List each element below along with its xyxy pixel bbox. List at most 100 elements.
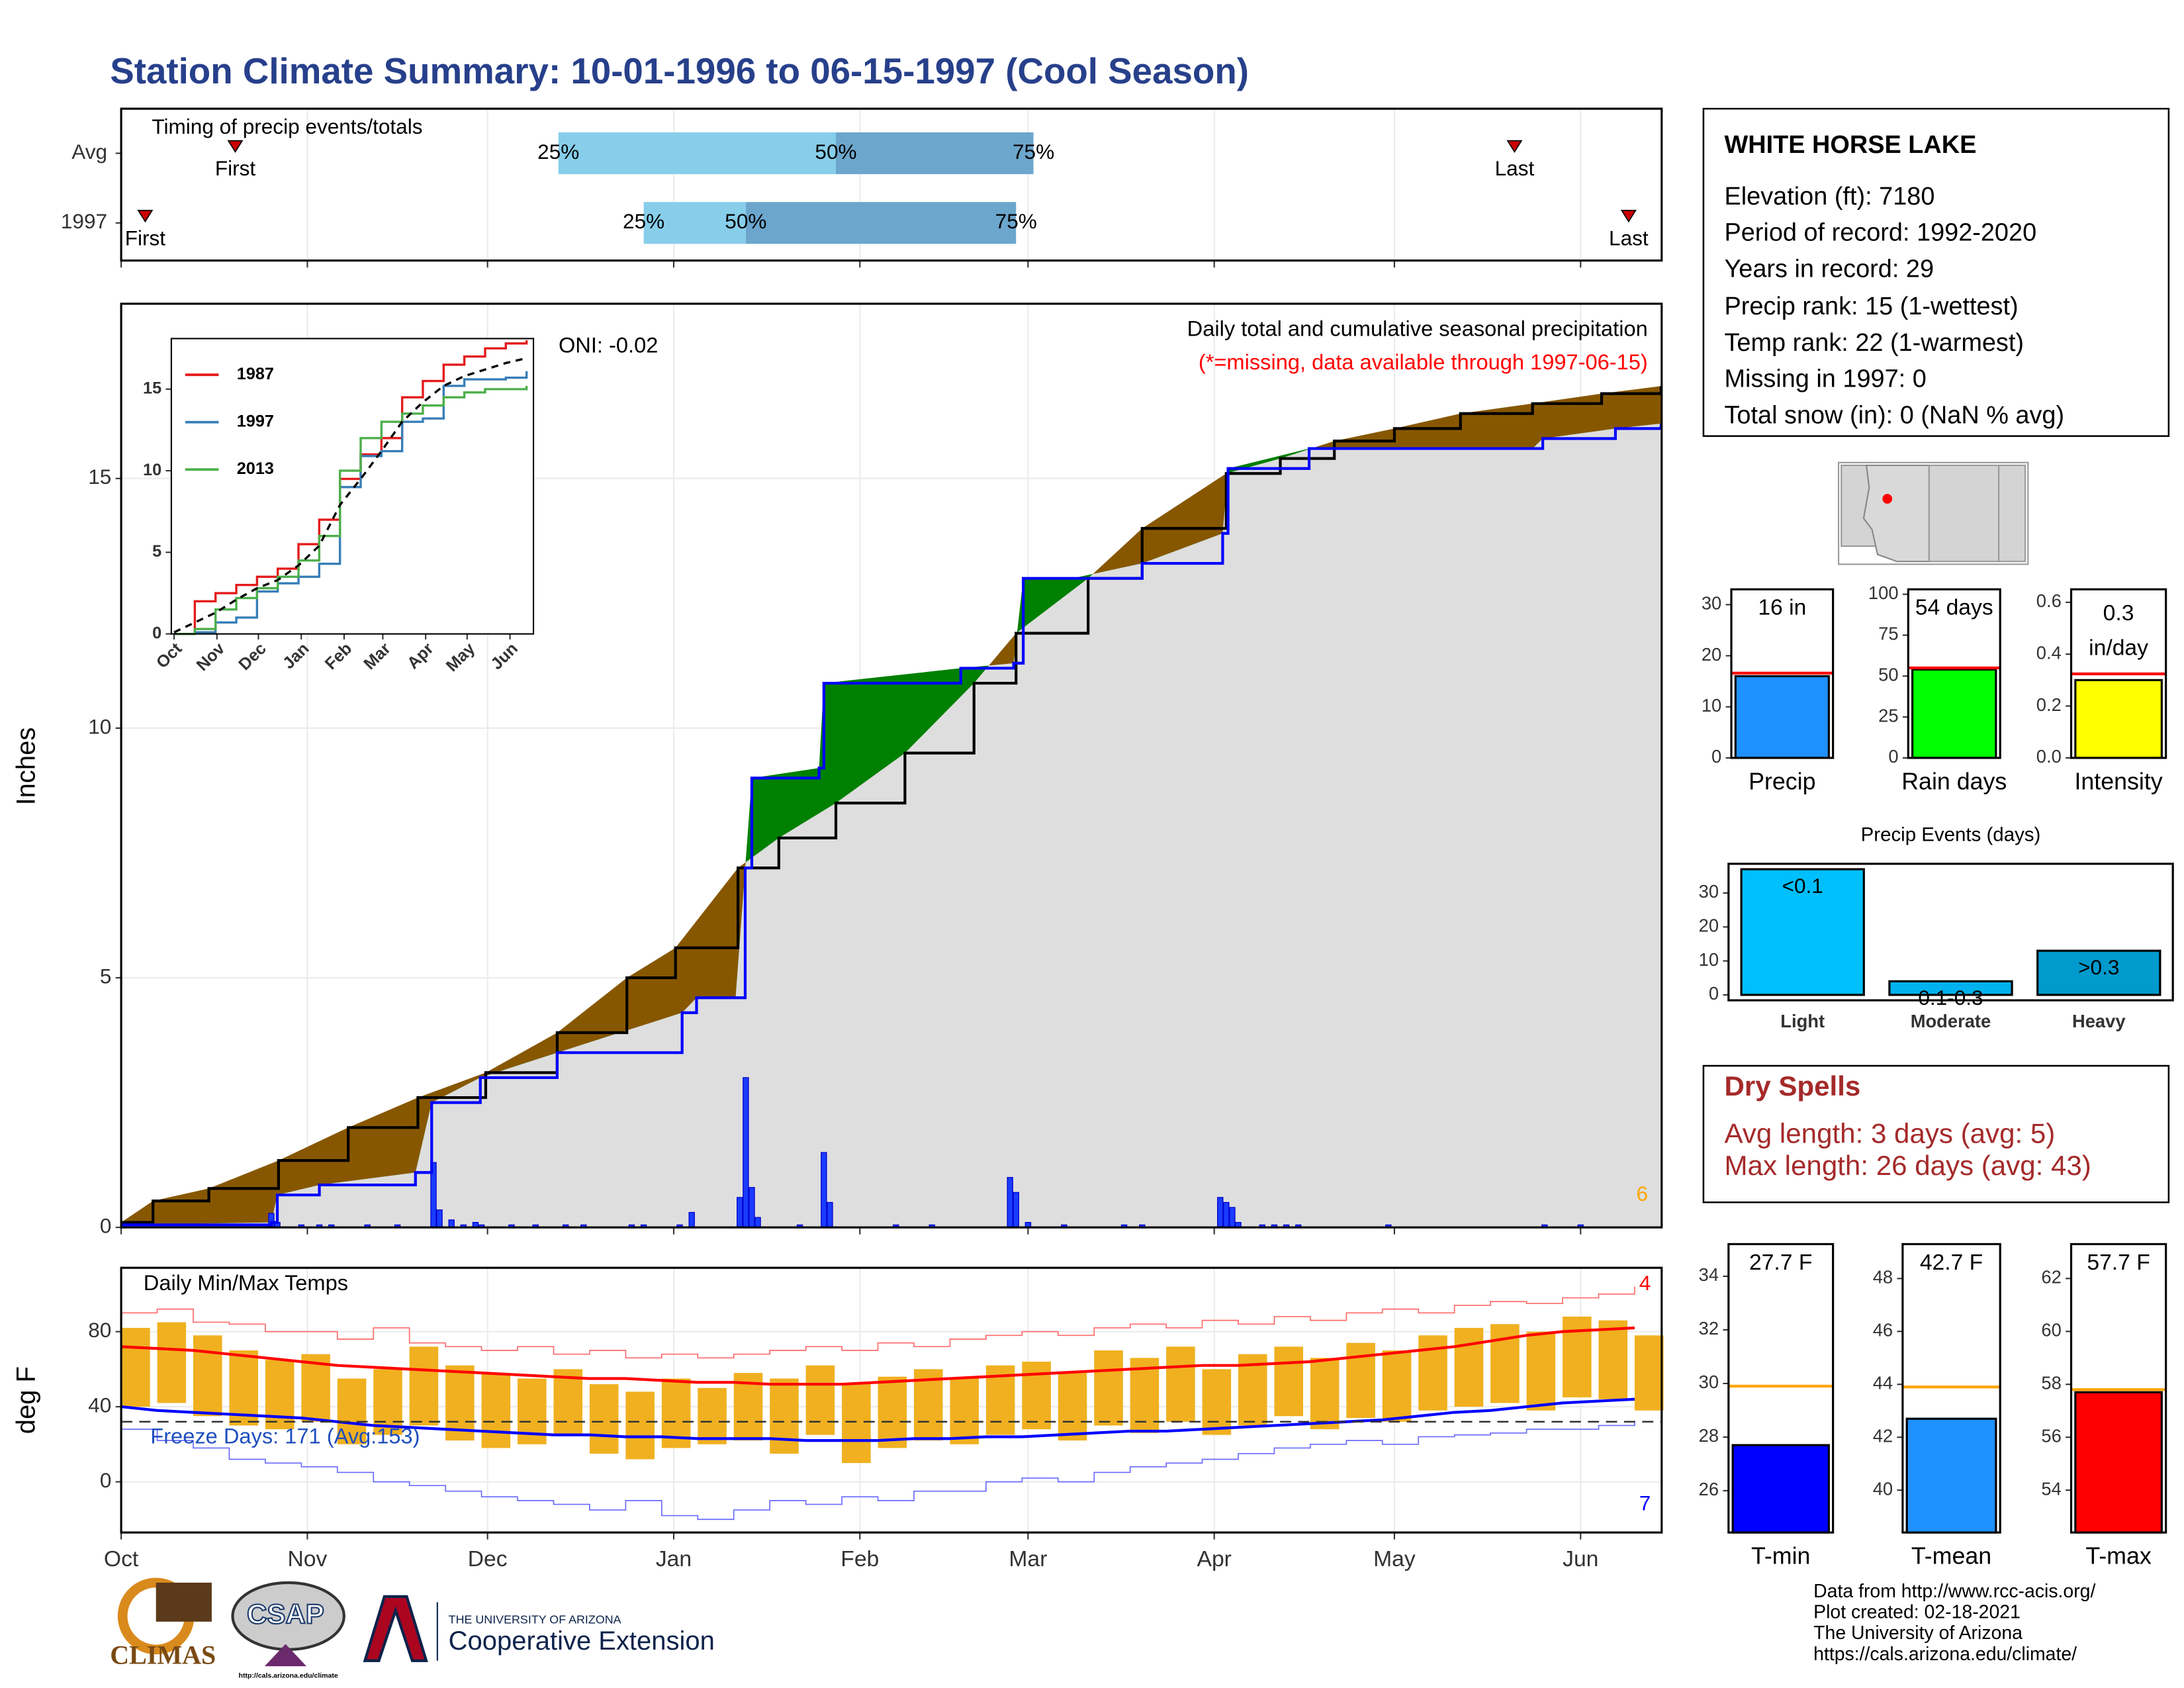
y-tick-label: 80 xyxy=(88,1318,111,1342)
y-tick-label: 0 xyxy=(1711,746,1721,767)
info-box xyxy=(1702,107,2170,438)
temp-range-bar xyxy=(1454,1327,1484,1407)
y-tick-label: 56 xyxy=(2041,1425,2061,1446)
info-line: Precip rank: 15 (1-wettest) xyxy=(1724,293,2018,320)
y-tick-label: 30 xyxy=(1702,593,1721,614)
station-dot xyxy=(1882,494,1893,504)
logo-text: THE UNIVERSITY OF ARIZONA xyxy=(449,1613,621,1626)
frame xyxy=(170,338,535,635)
logo-csap: CSAP http://cals.arizona.edu/climate xyxy=(231,1581,345,1680)
event-label: Last xyxy=(1495,156,1535,180)
category-label: T-min xyxy=(1751,1542,1810,1569)
daily-precip-bar xyxy=(1223,1201,1230,1228)
info-line: Period of record: 1992-2020 xyxy=(1724,219,2036,247)
station-name: WHITE HORSE LAKE xyxy=(1724,131,1976,159)
legend-label: 1987 xyxy=(237,365,274,383)
daily-precip-bar xyxy=(749,1187,755,1228)
y-tick-label: 40 xyxy=(1873,1478,1893,1499)
threshold-label: >0.3 xyxy=(2078,955,2119,979)
event-marker xyxy=(227,140,244,154)
logo-shape xyxy=(363,1595,428,1662)
y-tick-label: 28 xyxy=(1699,1425,1719,1446)
high-count: 4 xyxy=(1639,1271,1651,1295)
inset-line xyxy=(174,371,528,635)
bar xyxy=(1911,668,1997,759)
y-tick-label: 0.4 xyxy=(2036,642,2062,663)
temp-range-bar xyxy=(1563,1316,1592,1397)
average-high-line xyxy=(120,1326,1635,1386)
x-tick-label: Jun xyxy=(1563,1547,1598,1571)
events-title: Precip Events (days) xyxy=(1861,824,2041,846)
map-state xyxy=(1928,464,2000,563)
y-tick-label: 15 xyxy=(88,465,111,489)
frame xyxy=(120,107,1663,262)
logo-text: CLIMAS xyxy=(110,1640,216,1670)
temp-range-bar xyxy=(625,1391,655,1460)
event-marker xyxy=(137,209,154,223)
temp-range-bar xyxy=(193,1335,222,1417)
y-axis-label: deg F xyxy=(12,1366,41,1434)
y-tick-label: 50 xyxy=(1878,665,1898,685)
daily-precip-bar xyxy=(448,1219,455,1228)
daily-precip-bar xyxy=(821,1152,827,1228)
average-low-line xyxy=(120,1397,1635,1442)
info-line: Temp rank: 22 (1-warmest) xyxy=(1724,329,2024,357)
temp-range-bar xyxy=(1274,1346,1304,1417)
locator-map xyxy=(1838,461,2029,565)
footer-line: Data from http://www.rcc-acis.org/ xyxy=(1813,1581,2095,1602)
y-tick-label: 48 xyxy=(1873,1267,1893,1288)
bar xyxy=(1740,868,1865,996)
oni-label: ONI: -0.02 xyxy=(559,333,658,357)
x-tick-label: Moderate xyxy=(1911,1011,1991,1031)
value-label: 0.3 xyxy=(2103,601,2134,626)
y-tick-label: 34 xyxy=(1699,1264,1719,1285)
info-line: Total snow (in): 0 (NaN % avg) xyxy=(1724,401,2064,429)
y-tick-label: 10 xyxy=(1702,695,1721,716)
dry-spells-box xyxy=(1702,1064,2170,1203)
logo-text: CSAP xyxy=(247,1598,324,1629)
y-tick-label: 58 xyxy=(2041,1372,2061,1393)
record-high-line xyxy=(121,1286,1635,1359)
logo-ua: THE UNIVERSITY OF ARIZONA Cooperative Ex… xyxy=(363,1595,715,1662)
temp-range-bar xyxy=(842,1384,871,1464)
daily-precip-bar xyxy=(827,1201,833,1228)
y-tick-label: 10 xyxy=(88,714,111,738)
bar xyxy=(1905,1417,1997,1534)
y-tick-label: 0 xyxy=(1709,983,1719,1004)
value-label: 57.7 F xyxy=(2087,1250,2150,1275)
row-label: 1997 xyxy=(61,209,107,233)
x-tick-label: Feb xyxy=(841,1547,879,1571)
range-bar xyxy=(835,132,1034,175)
y-tick-label: 26 xyxy=(1699,1479,1719,1499)
temp-range-bar xyxy=(878,1376,907,1448)
value-label: 54 days xyxy=(1915,596,1993,620)
quantile-label: 75% xyxy=(1013,140,1054,164)
panel-title: Daily Min/Max Temps xyxy=(144,1270,348,1295)
logo-climas: CLIMAS xyxy=(110,1577,216,1670)
y-tick-label: 75 xyxy=(1878,624,1898,644)
panel-note: (*=missing, data available through 1997-… xyxy=(1199,350,1648,374)
y-tick-label: 0.0 xyxy=(2036,746,2062,767)
inset-line xyxy=(174,385,528,635)
corner-count: 6 xyxy=(1637,1182,1649,1205)
quantile-label: 75% xyxy=(995,209,1037,233)
temp-range-bar xyxy=(229,1350,259,1426)
y-tick-label: 20 xyxy=(1702,644,1721,665)
frame xyxy=(1727,863,2174,1002)
y-tick-label: 44 xyxy=(1873,1372,1893,1393)
x-tick-label: Dec xyxy=(468,1547,508,1571)
bar xyxy=(2036,949,2161,996)
map-state xyxy=(1998,464,2026,563)
temp-range-bar xyxy=(1310,1358,1340,1430)
temp-range-bar xyxy=(337,1378,367,1444)
logo-shape xyxy=(156,1582,212,1622)
category-label: Intensity xyxy=(2074,768,2162,794)
dry-spells-line: Max length: 26 days (avg: 43) xyxy=(1724,1150,2091,1181)
low-count: 7 xyxy=(1639,1491,1651,1515)
y-tick-label: 0 xyxy=(100,1468,112,1492)
temp-range-bar xyxy=(373,1369,402,1435)
frame xyxy=(2070,588,2167,759)
logo-url: http://cals.arizona.edu/climate xyxy=(239,1672,338,1680)
quantile-label: 50% xyxy=(725,209,766,233)
